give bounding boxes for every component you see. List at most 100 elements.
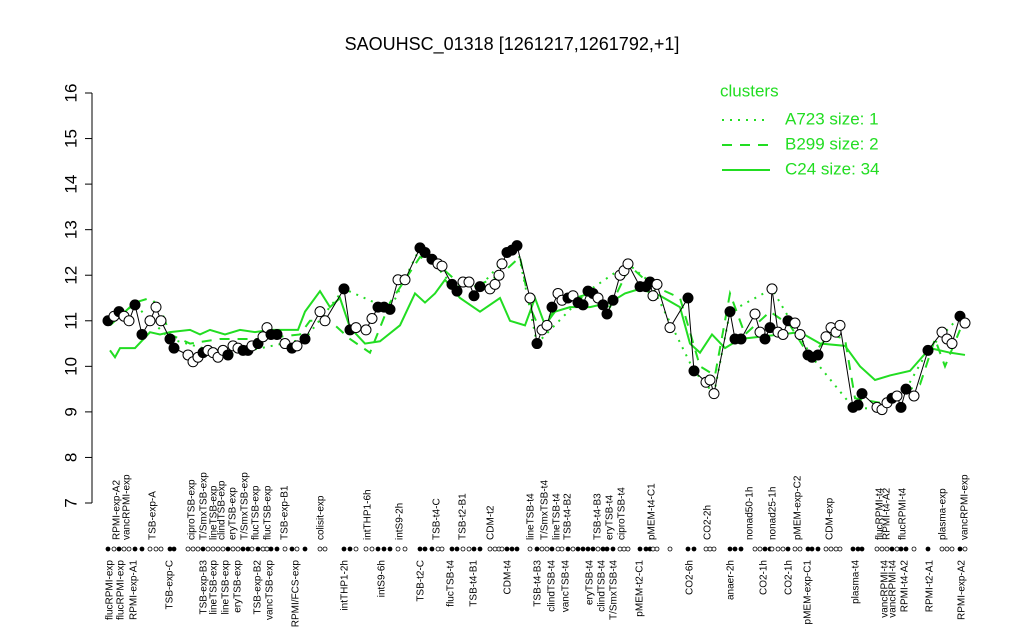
x-tick-label: TSB-t2-C	[416, 560, 427, 602]
data-point	[384, 303, 396, 315]
x-tick-label-top: TSB-t4-C	[432, 498, 443, 540]
strip-dot	[703, 546, 709, 552]
strip-dot	[225, 546, 231, 552]
strip-dot	[898, 546, 904, 552]
x-tick-label-top: lineTSB-t4	[526, 493, 537, 540]
data-point	[541, 319, 553, 331]
x-tick-label: vancRPMI-t4	[888, 560, 899, 618]
data-point	[724, 306, 736, 318]
strip-dot	[422, 546, 428, 552]
data-point	[704, 374, 716, 386]
data-point	[789, 317, 801, 329]
strip-dot	[509, 546, 515, 552]
x-tick-label: clindTSB-t4	[597, 560, 608, 612]
strip-dot	[200, 546, 206, 552]
strip-dot	[570, 546, 576, 552]
strip-dot	[762, 546, 768, 552]
strip-dot	[903, 546, 909, 552]
strip-dot	[454, 546, 460, 552]
x-tick-label: T/SmxTSB-t4	[609, 560, 620, 620]
data-point	[531, 338, 543, 350]
strip-dot	[792, 546, 798, 552]
strip-dot	[190, 546, 196, 552]
data-point	[708, 388, 720, 400]
x-tick-label-top: TSB-exp-B1	[280, 485, 291, 540]
strip-dot	[650, 546, 656, 552]
data-point	[123, 315, 135, 327]
x-tick-label-top: CDM-t2	[486, 505, 497, 540]
strip-dot	[604, 546, 610, 552]
strip-dot	[654, 546, 660, 552]
strip-dot	[268, 546, 274, 552]
strip-dot	[230, 546, 236, 552]
y-tick-label: 16	[61, 84, 80, 103]
strip-dot	[707, 546, 713, 552]
strip-dot	[595, 546, 601, 552]
strip-dot	[504, 546, 510, 552]
strip-dot	[514, 546, 520, 552]
data-point	[607, 294, 619, 306]
strip-dot	[621, 546, 627, 552]
x-tick-label: intTHP1-2h	[340, 560, 351, 611]
strip-dot	[585, 546, 591, 552]
data-point	[895, 401, 907, 413]
data-point	[908, 390, 920, 402]
x-tick-label-top: flucRPMI-t4	[898, 487, 909, 540]
data-point	[922, 344, 934, 356]
data-point	[682, 292, 694, 304]
y-tick-label: 12	[61, 266, 80, 285]
strip-dot	[575, 546, 581, 552]
x-tick-label: TSB-t4-B3	[533, 560, 544, 607]
data-point	[350, 322, 362, 334]
x-tick-label: CDM-t4	[503, 560, 514, 595]
strip-dot	[637, 546, 643, 552]
y-tick-label: 13	[61, 220, 80, 239]
strip-dot	[837, 546, 843, 552]
data-point	[451, 285, 463, 297]
x-tick-label: flucRPMI-exp	[105, 560, 116, 620]
strip-dot	[874, 546, 880, 552]
data-point	[144, 315, 156, 327]
legend-label: A723 size: 1	[785, 109, 879, 128]
x-tick-label: clindTSB-t4	[547, 560, 558, 612]
strip-dot	[711, 546, 717, 552]
strip-dot	[549, 546, 555, 552]
strip-dot	[375, 546, 381, 552]
strip-dot	[757, 546, 763, 552]
x-tick-label-top: TSB-t4-B3	[593, 493, 604, 540]
x-tick-label: TSB-exp-C	[165, 560, 176, 609]
strip-dot	[111, 546, 117, 552]
x-tick-label-top: nonad50-1h	[745, 487, 756, 540]
x-tick-label-top: pMEM-t4-C1	[647, 483, 658, 540]
strip-dot	[158, 546, 164, 552]
strip-dot	[785, 546, 791, 552]
data-point	[777, 328, 789, 340]
x-tick-label-top: TSB-exp-A	[148, 491, 159, 540]
x-tick-label: TSB-exp-B3	[199, 560, 210, 615]
x-tick-label-top: eryTSB-t4	[605, 495, 616, 540]
data-point	[168, 342, 180, 354]
strip-dot	[492, 546, 498, 552]
x-tick-label: eryTSB-t4	[585, 560, 596, 605]
strip-dot	[347, 546, 353, 552]
strip-dot	[460, 546, 466, 552]
data-point	[959, 317, 971, 329]
strip-dot	[544, 546, 550, 552]
x-tick-label-top: colisit-exp	[316, 495, 327, 540]
strip-dot	[911, 546, 917, 552]
strip-dot	[559, 546, 565, 552]
x-tick-label-top: lineTSB-exp	[209, 485, 220, 540]
x-tick-label-top: clindTSB-exp	[217, 480, 228, 540]
data-point	[794, 328, 806, 340]
data-point	[834, 319, 846, 331]
strip-dot	[105, 546, 111, 552]
strip-dot	[147, 546, 153, 552]
strip-dot	[939, 546, 945, 552]
strip-dot	[565, 546, 571, 552]
strip-dot	[126, 546, 132, 552]
strip-dot	[153, 546, 159, 552]
data-point	[493, 269, 505, 281]
strip-dot	[580, 546, 586, 552]
x-tick-label-top: T/SmxTSB-t4	[540, 480, 551, 540]
